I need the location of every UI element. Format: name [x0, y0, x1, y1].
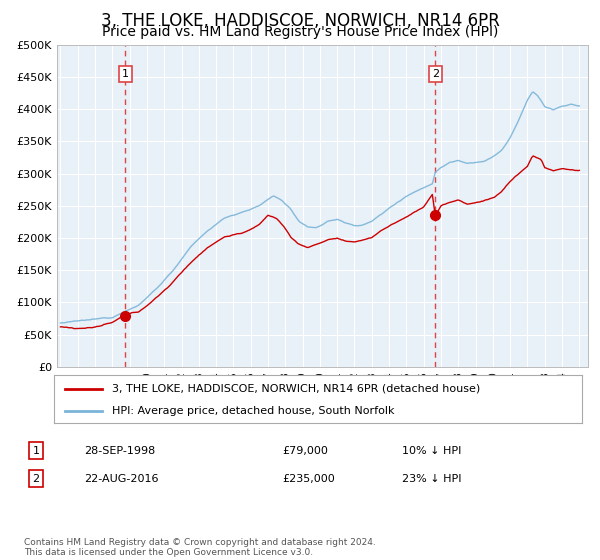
Text: Price paid vs. HM Land Registry's House Price Index (HPI): Price paid vs. HM Land Registry's House … [102, 25, 498, 39]
Text: £79,000: £79,000 [282, 446, 328, 456]
Text: 10% ↓ HPI: 10% ↓ HPI [402, 446, 461, 456]
Text: 3, THE LOKE, HADDISCOE, NORWICH, NR14 6PR: 3, THE LOKE, HADDISCOE, NORWICH, NR14 6P… [101, 12, 499, 30]
Text: £235,000: £235,000 [282, 474, 335, 484]
Text: 1: 1 [32, 446, 40, 456]
Text: 2: 2 [32, 474, 40, 484]
Text: Contains HM Land Registry data © Crown copyright and database right 2024.
This d: Contains HM Land Registry data © Crown c… [24, 538, 376, 557]
Text: 3, THE LOKE, HADDISCOE, NORWICH, NR14 6PR (detached house): 3, THE LOKE, HADDISCOE, NORWICH, NR14 6P… [112, 384, 481, 394]
Text: 22-AUG-2016: 22-AUG-2016 [84, 474, 158, 484]
Text: 1: 1 [122, 69, 129, 79]
Text: 23% ↓ HPI: 23% ↓ HPI [402, 474, 461, 484]
Text: 2: 2 [432, 69, 439, 79]
Text: HPI: Average price, detached house, South Norfolk: HPI: Average price, detached house, Sout… [112, 406, 395, 416]
Text: 28-SEP-1998: 28-SEP-1998 [84, 446, 155, 456]
